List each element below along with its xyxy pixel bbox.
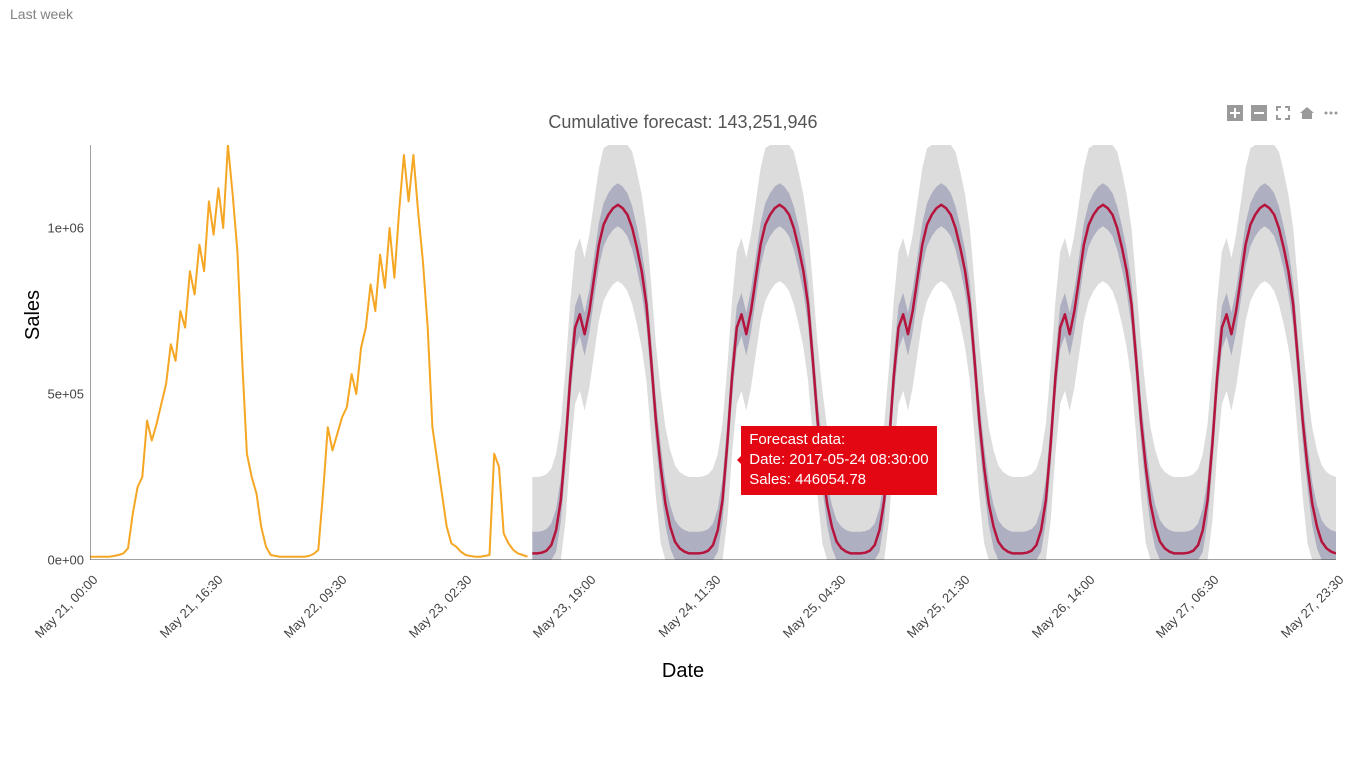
more-icon[interactable] — [1322, 104, 1340, 122]
plot-area[interactable] — [90, 145, 1336, 560]
y-axis-title: Sales — [22, 290, 45, 340]
range-label: Last week — [10, 6, 73, 22]
chart-title: Cumulative forecast: 143,251,946 — [0, 112, 1366, 133]
x-tick-label: May 21, 00:00 — [32, 572, 101, 641]
chart-toolbar — [1226, 104, 1340, 122]
x-tick-label: May 27, 23:30 — [1278, 572, 1347, 641]
x-tick-label: May 24, 11:30 — [655, 572, 723, 640]
y-tick-label: 5e+05 — [47, 387, 84, 402]
y-tick-label: 0e+00 — [47, 553, 84, 568]
x-tick-label: May 27, 06:30 — [1153, 572, 1222, 641]
x-axis-title: Date — [0, 660, 1366, 683]
x-tick-label: May 26, 14:00 — [1029, 572, 1098, 641]
x-tick-label: May 21, 16:30 — [156, 572, 225, 641]
y-tick-label: 1e+06 — [47, 221, 84, 236]
home-icon[interactable] — [1298, 104, 1316, 122]
zoom-out-icon[interactable] — [1250, 104, 1268, 122]
x-tick-label: May 25, 21:30 — [904, 572, 973, 641]
x-tick-label: May 23, 02:30 — [406, 572, 475, 641]
tooltip-line-3: Sales: 446054.78 — [749, 470, 928, 490]
fullscreen-icon[interactable] — [1274, 104, 1292, 122]
chart-svg — [90, 145, 1336, 560]
tooltip: Forecast data: Date: 2017-05-24 08:30:00… — [741, 426, 936, 495]
x-tick-label: May 23, 19:00 — [530, 572, 599, 641]
x-tick-label: May 22, 09:30 — [281, 572, 350, 641]
zoom-in-icon[interactable] — [1226, 104, 1244, 122]
tooltip-line-2: Date: 2017-05-24 08:30:00 — [749, 450, 928, 470]
x-tick-label: May 25, 04:30 — [779, 572, 848, 641]
tooltip-line-1: Forecast data: — [749, 430, 928, 450]
